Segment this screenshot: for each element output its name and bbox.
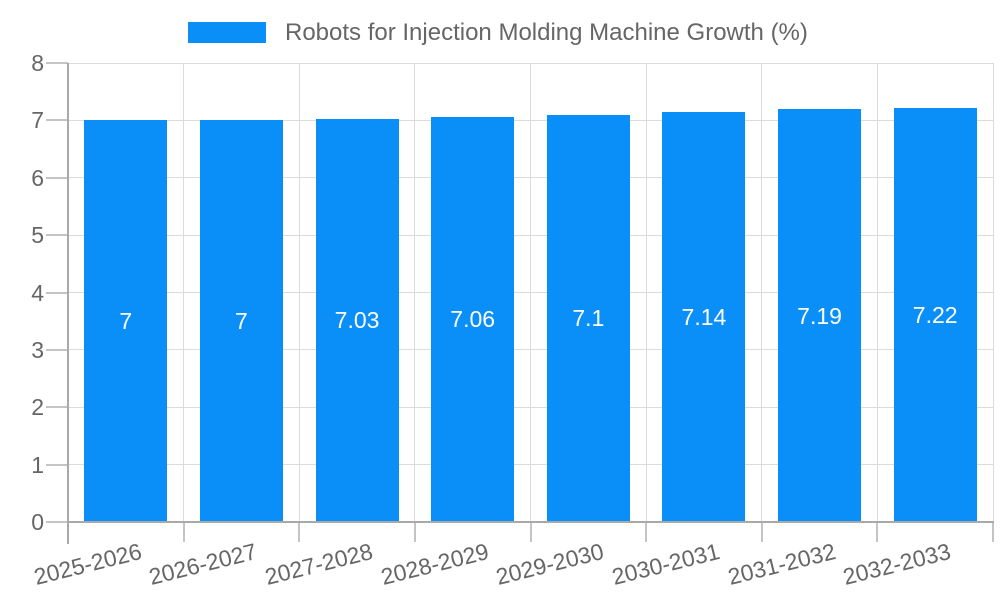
x-gridline (183, 63, 185, 522)
bar-value-label: 7.14 (681, 304, 727, 331)
y-tick-label: 5 (31, 222, 44, 249)
x-gridline (761, 63, 763, 522)
y-tick (46, 176, 68, 179)
x-gridline (645, 63, 647, 522)
legend-label: Robots for Injection Molding Machine Gro… (285, 18, 808, 46)
y-tick-label: 4 (31, 279, 44, 306)
x-tick (992, 522, 994, 542)
y-tick-label: 8 (31, 50, 44, 76)
legend-swatch (188, 22, 266, 43)
y-tick (46, 234, 68, 237)
bar-value-label: 7.1 (572, 305, 605, 332)
bar-value-label: 7.03 (334, 307, 380, 334)
bar[interactable] (662, 112, 745, 521)
y-tick-label: 2 (31, 394, 44, 421)
x-gridline (414, 63, 416, 522)
bar[interactable] (431, 116, 514, 521)
x-tick (645, 522, 648, 542)
x-gridline (530, 63, 531, 522)
x-tick (529, 522, 532, 542)
y-axis-line (67, 63, 69, 544)
bar[interactable] (84, 120, 167, 521)
x-tick (876, 522, 879, 542)
bar-value-label: 7.06 (450, 306, 496, 333)
y-tick-label: 6 (31, 164, 44, 191)
x-tick (413, 522, 416, 542)
bar-value-label: 7 (235, 308, 248, 335)
x-tick (182, 522, 185, 542)
x-gridline (298, 63, 300, 522)
y-tick (46, 406, 68, 409)
x-gridline (992, 63, 994, 522)
y-tick-label: 3 (31, 336, 44, 363)
bar-value-label: 7.22 (912, 301, 958, 328)
y-tick-label: 7 (31, 107, 44, 134)
legend[interactable]: Robots for Injection Molding Machine Gro… (188, 19, 808, 46)
x-tick (298, 522, 301, 542)
bar-value-label: 7.19 (797, 302, 842, 329)
bar[interactable] (316, 118, 399, 521)
y-tick (46, 119, 68, 122)
x-axis-line (67, 521, 994, 523)
y-tick (46, 62, 68, 64)
bar[interactable] (200, 120, 283, 521)
bar-value-label: 7 (119, 308, 133, 335)
y-tick (46, 521, 68, 523)
x-tick (760, 522, 763, 542)
bar[interactable] (547, 114, 630, 521)
y-tick (46, 463, 68, 466)
x-gridline (876, 63, 878, 522)
y-tick (46, 291, 68, 294)
bar[interactable] (778, 109, 861, 521)
y-tick (46, 348, 68, 351)
y-tick-label: 0 (31, 509, 44, 535)
bar[interactable] (894, 107, 977, 521)
y-tick-label: 1 (31, 451, 44, 478)
